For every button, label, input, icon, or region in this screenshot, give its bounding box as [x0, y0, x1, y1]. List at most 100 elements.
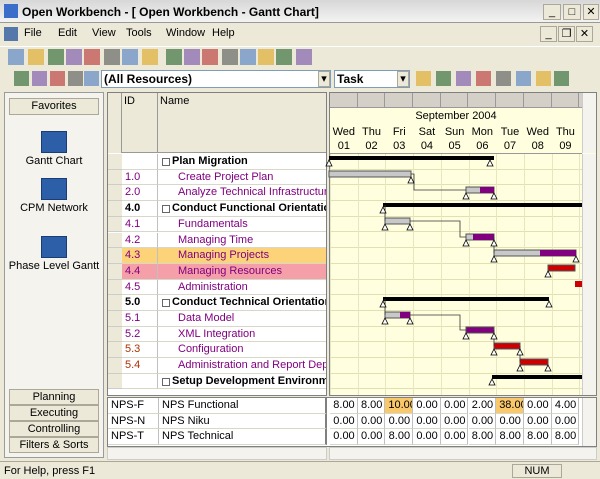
toolbar-button[interactable]: [14, 71, 29, 86]
toolbar-button[interactable]: [296, 49, 312, 65]
task-name[interactable]: Managing Resources: [158, 263, 326, 280]
toolbar-button[interactable]: [240, 49, 256, 65]
toolbar-button[interactable]: [142, 49, 158, 65]
menu-item[interactable]: File: [24, 27, 42, 39]
task-name[interactable]: Administration: [158, 279, 326, 296]
toolbar-button[interactable]: [32, 71, 47, 86]
close-button[interactable]: ✕: [583, 4, 599, 20]
h-scrollbar[interactable]: [107, 447, 327, 460]
task-name[interactable]: Configuration: [158, 342, 326, 359]
toolbar-button[interactable]: [554, 71, 569, 86]
task-name[interactable]: Administration and Report Deployment: [158, 358, 326, 374]
toolbar-button[interactable]: [50, 71, 65, 86]
favorites-header[interactable]: Favorites: [9, 98, 99, 115]
toolbar-button[interactable]: [166, 49, 182, 65]
task-name[interactable]: Fundamentals: [158, 216, 326, 233]
toolbar-button[interactable]: [84, 71, 99, 86]
gantt-row: [330, 201, 582, 217]
collapse-toggle[interactable]: [162, 377, 170, 386]
task-id[interactable]: [122, 154, 158, 170]
group-button[interactable]: Executing: [9, 405, 99, 421]
toolbar-button[interactable]: [258, 49, 274, 65]
toolbar-button[interactable]: [476, 71, 491, 86]
view-icon[interactable]: [41, 131, 67, 153]
toolbar-button[interactable]: [184, 49, 200, 65]
task-id[interactable]: 1.0: [122, 169, 158, 186]
gantt-row: [330, 185, 582, 202]
task-name[interactable]: Conduct Functional Orientation: [158, 201, 326, 217]
task-name[interactable]: Managing Projects: [158, 248, 326, 264]
toolbar-button[interactable]: [496, 71, 511, 86]
task-id[interactable]: 4.3: [122, 248, 158, 264]
view-filter[interactable]: Task: [334, 70, 410, 88]
mdi-minimize[interactable]: _: [540, 26, 557, 42]
mdi-close[interactable]: ✕: [576, 26, 593, 42]
view-label[interactable]: Phase Level Gantt: [8, 260, 100, 272]
toolbar-button[interactable]: [84, 49, 100, 65]
v-scrollbar[interactable]: [582, 93, 596, 153]
task-id[interactable]: 4.4: [122, 263, 158, 280]
minimize-button[interactable]: _: [543, 4, 561, 20]
group-button[interactable]: Planning: [9, 389, 99, 405]
toolbar-button[interactable]: [48, 49, 64, 65]
hours-cell: 2.00: [468, 398, 497, 414]
task-name[interactable]: Plan Migration: [158, 154, 326, 170]
toolbar-button[interactable]: [536, 71, 551, 86]
task-id[interactable]: 4.2: [122, 232, 158, 249]
task-id[interactable]: 5.1: [122, 311, 158, 327]
task-name[interactable]: Setup Development Environment: [158, 373, 326, 390]
menu-item[interactable]: Tools: [126, 27, 152, 39]
collapse-toggle[interactable]: [162, 205, 170, 214]
menu-item[interactable]: Help: [212, 27, 235, 39]
view-label[interactable]: CPM Network: [20, 202, 88, 214]
task-id[interactable]: 2.0: [122, 185, 158, 202]
toolbar-button[interactable]: [416, 71, 431, 86]
toolbar-button[interactable]: [202, 49, 218, 65]
maximize-button[interactable]: □: [563, 4, 581, 20]
menu-item[interactable]: Window: [166, 27, 206, 39]
collapse-toggle[interactable]: [162, 299, 170, 308]
task-id[interactable]: [122, 373, 158, 390]
dropdown-arrow[interactable]: ▾: [397, 71, 409, 87]
toolbar-button[interactable]: [456, 71, 471, 86]
task-name[interactable]: Create Project Plan: [158, 169, 326, 186]
task-id[interactable]: 4.5: [122, 279, 158, 296]
task-name[interactable]: Data Model: [158, 311, 326, 327]
task-name[interactable]: Analyze Technical Infrastructure: [158, 185, 326, 202]
toolbar-button[interactable]: [276, 49, 292, 65]
strip-cell: [441, 93, 469, 108]
task-id[interactable]: 5.3: [122, 342, 158, 359]
menu-item[interactable]: Edit: [58, 27, 77, 39]
view-icon[interactable]: [41, 236, 67, 258]
toolbar-button[interactable]: [104, 49, 120, 65]
toolbar-button[interactable]: [8, 49, 24, 65]
task-name[interactable]: Conduct Technical Orientation: [158, 295, 326, 311]
toolbar-button[interactable]: [66, 49, 82, 65]
toolbar-button[interactable]: [122, 49, 138, 65]
h-scrollbar[interactable]: [329, 447, 597, 460]
collapse-toggle[interactable]: [162, 158, 170, 166]
toolbar-button[interactable]: [68, 71, 83, 86]
view-icon[interactable]: [41, 178, 67, 200]
toolbar-button[interactable]: [516, 71, 531, 86]
task-id[interactable]: 4.1: [122, 216, 158, 233]
task-name[interactable]: Managing Time: [158, 232, 326, 249]
resource-filter[interactable]: (All Resources): [101, 70, 331, 88]
group-button[interactable]: Filters & Sorts: [9, 437, 99, 453]
task-name[interactable]: XML Integration: [158, 326, 326, 343]
menu-item[interactable]: View: [92, 27, 116, 39]
toolbar-button[interactable]: [28, 49, 44, 65]
dropdown-arrow[interactable]: ▾: [318, 71, 330, 87]
task-id[interactable]: 5.2: [122, 326, 158, 343]
view-label[interactable]: Gantt Chart: [25, 155, 83, 167]
v-scrollbar[interactable]: [582, 398, 596, 446]
v-scrollbar[interactable]: [582, 154, 596, 395]
toolbar-button[interactable]: [222, 49, 238, 65]
mdi-restore[interactable]: ❐: [558, 26, 575, 42]
task-id[interactable]: 5.0: [122, 295, 158, 311]
group-button[interactable]: Controlling: [9, 421, 99, 437]
task-id[interactable]: 5.4: [122, 358, 158, 374]
hours-cell: 8.00: [357, 398, 386, 414]
toolbar-button[interactable]: [436, 71, 451, 86]
task-id[interactable]: 4.0: [122, 201, 158, 217]
